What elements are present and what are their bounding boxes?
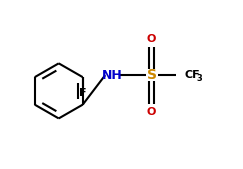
Text: NH: NH: [102, 69, 122, 82]
Text: O: O: [147, 34, 156, 44]
Text: 3: 3: [196, 74, 202, 83]
Text: CF: CF: [184, 70, 200, 80]
Text: S: S: [147, 68, 157, 82]
Text: O: O: [147, 106, 156, 117]
Text: F: F: [79, 88, 87, 98]
